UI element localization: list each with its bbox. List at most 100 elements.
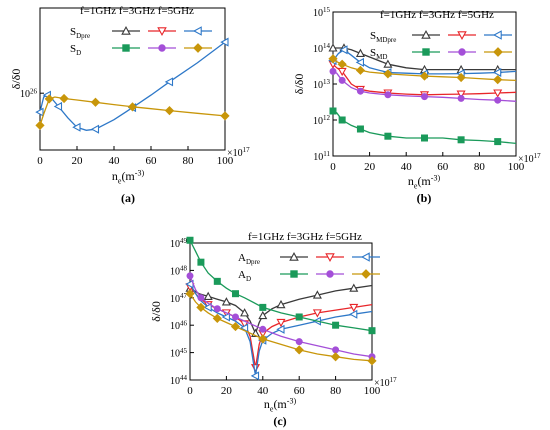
x-tick-label: 40 [109,155,121,167]
legend-marker [422,48,430,56]
data-point [421,134,428,142]
data-point [213,277,221,285]
data-point [312,290,322,299]
legend-label: SD​ [70,43,81,57]
data-point [213,305,221,313]
data-point [196,302,206,312]
chart-panel-a: 0 20 40 60 80 100 1026​ ×1017​ ne​(m-3)​ δ/δ0 (a) f… [9,5,250,205]
data-point [197,294,205,302]
data-point [220,111,230,121]
x-tick-label: 100 [364,385,381,397]
x-tick-label: 60 [294,385,306,397]
series-line [189,284,373,336]
x-tick-label: 60 [437,161,449,173]
data-point [294,345,304,355]
legend-marker [121,26,131,35]
data-point [35,107,44,117]
legend-marker [361,269,371,279]
chart-panel-b: 0 20 40 60 80 100 1011​ 1012​ 1013​ 1014​ 1015​ ×10… [292,6,541,205]
y-tick-label: 1044​ [170,374,188,387]
data-point [332,321,340,329]
data-point [368,327,376,335]
panel-caption: (c) [273,414,286,428]
data-point [328,54,338,64]
data-point [59,93,69,104]
data-point [258,334,268,344]
data-point [221,312,230,322]
data-point [349,303,359,313]
x-tick-label: 0 [37,155,43,167]
y-axis-label: δ/δ0 [9,69,23,90]
data-point [339,45,348,55]
x-tick-label: 60 [146,155,158,167]
data-point [349,309,358,319]
data-point [356,87,364,95]
y-axis-label: δ/δ0 [292,74,306,95]
data-point [35,120,45,130]
data-point [457,94,465,102]
plot-frame [39,7,226,151]
data-point [367,356,377,366]
data-point [164,77,174,87]
legend-marker [193,26,202,36]
x-tick-label: 20 [364,161,376,173]
data-point [494,138,502,146]
data-point [384,132,392,140]
y-tick-label: 1013​ [313,78,331,91]
legend-marker [458,48,466,56]
legend-header: f=1GHz f=3GHz f=5GHz [80,5,194,17]
legend-label: SDpre​ [70,26,90,40]
data-point [421,93,428,101]
data-point [355,48,365,57]
data-point [230,321,241,332]
data-point [53,101,63,111]
x-tick-label: 0 [187,385,193,397]
legend-marker [326,270,334,278]
data-point [212,313,222,323]
y-tick-label: 1014​ [313,42,331,55]
x-tick-label: 80 [330,385,342,397]
x-tick-label: 40 [401,161,413,173]
data-point [456,90,466,99]
data-point [338,76,346,84]
data-point [203,291,213,300]
data-point [221,297,231,306]
data-point [276,299,286,309]
x-tick-label: 80 [183,155,195,167]
series-line [332,63,517,96]
data-point [329,107,337,115]
data-point [258,310,268,320]
data-point [383,59,393,68]
legend-marker [361,252,370,262]
legend-marker [289,252,299,261]
x-tick-label: 20 [72,155,84,167]
data-point [90,124,100,134]
data-point [329,67,337,75]
data-point [276,318,286,328]
x-tick-label: 0 [330,161,336,173]
data-point [90,97,101,107]
x-tick-label: 100 [508,161,525,173]
data-point [250,364,261,373]
data-point [220,37,229,47]
data-point [239,323,249,333]
panel-caption: (b) [417,191,432,205]
legend-label: AD​ [238,269,251,283]
y-tick-label: 1046​ [170,319,188,332]
x-axis-label: ne​(m-3)​ [264,396,297,413]
legend-marker [421,30,431,39]
data-point [419,71,430,81]
legend-marker [325,253,335,262]
data-point [492,67,502,78]
x-tick-label: 40 [257,385,269,397]
x-multiplier: ×1017​ [518,152,541,165]
y-tick-label: 1011​ [313,150,330,163]
data-point [494,96,502,104]
legend-marker [158,44,166,52]
x-tick-label: 100 [217,155,234,167]
data-point [355,57,365,67]
data-point [250,371,260,381]
legend-marker [290,270,298,278]
legend-marker [457,31,467,40]
